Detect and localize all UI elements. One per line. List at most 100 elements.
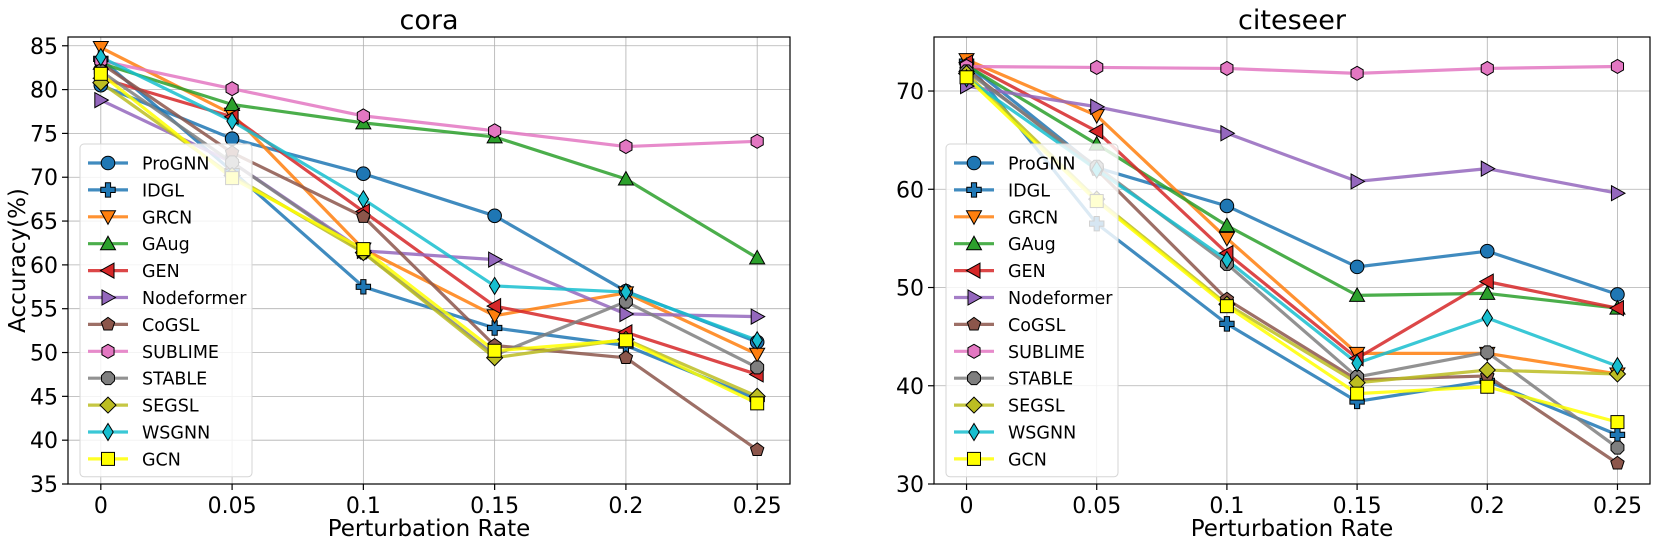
point-nodeformer-4 (1480, 160, 1496, 177)
point-segsl-4 (1478, 361, 1496, 379)
legend-item-wsgnn: WSGNN (954, 422, 1076, 444)
point-nodeformer-5 (1610, 184, 1626, 202)
legend-label: CoGSL (142, 316, 200, 336)
point-gcn-2 (1219, 299, 1234, 314)
y-tick-label: 60 (896, 178, 924, 203)
series-grcn (965, 58, 1618, 376)
point-sublime-4 (1480, 60, 1494, 77)
series-sublime (100, 59, 758, 149)
legend-item-gaug: GAug (88, 235, 190, 255)
legend-label: CoGSL (1008, 316, 1066, 336)
y-tick-label: 40 (896, 375, 924, 400)
point-nodeformer-3 (488, 251, 504, 268)
legend-item-stable: STABLE (88, 370, 207, 390)
legend-label: Nodeformer (142, 289, 247, 309)
legend-label: SUBLIME (142, 343, 219, 363)
y-tick-label: 50 (896, 277, 924, 302)
point-prognn-2 (1219, 198, 1235, 214)
point-cogsl-4 (618, 350, 634, 364)
point-sublime-1 (1090, 59, 1104, 76)
x-tick-label: 0.05 (208, 494, 257, 519)
x-axis-label: Perturbation Rate (1191, 516, 1394, 542)
legend-marker (99, 235, 117, 251)
legend-label: GCN (1008, 450, 1047, 470)
legend-item-gen: GEN (954, 262, 1046, 282)
point-gcn-0 (959, 70, 974, 85)
point-cogsl-5 (1610, 455, 1625, 470)
point-idgl-2 (1219, 316, 1235, 332)
point-sublime-2 (1220, 60, 1234, 77)
point-wsgnn-5 (751, 330, 763, 350)
point-stable-4 (618, 294, 633, 309)
legend-marker (968, 422, 980, 442)
point-stable-4 (1480, 345, 1495, 360)
y-tick-label: 40 (30, 429, 58, 454)
legend-label: GAug (142, 235, 190, 255)
point-nodeformer-5 (750, 308, 766, 325)
legend-label: ProGNN (1008, 155, 1076, 175)
legend-label: ProGNN (142, 155, 210, 175)
markers-wsgnn (95, 47, 763, 350)
legend-label: SUBLIME (1008, 343, 1085, 363)
point-prognn-3 (487, 208, 502, 224)
y-tick-label: 60 (30, 254, 58, 279)
legend-box (945, 143, 1119, 478)
legend-marker (965, 262, 981, 279)
legend-item-segsl: SEGSL (88, 396, 199, 417)
point-sublime-3 (488, 123, 502, 139)
legend-marker (965, 235, 983, 251)
point-prognn-2 (356, 166, 371, 182)
y-tick-label: 45 (30, 385, 58, 410)
point-wsgnn-2 (357, 189, 370, 209)
point-gcn-3 (1350, 386, 1365, 401)
legend-marker (965, 396, 983, 414)
legend-marker (966, 182, 982, 198)
legend-item-cogsl: CoGSL (88, 316, 200, 336)
point-gaug-1 (223, 95, 241, 111)
point-nodeformer-3 (1350, 173, 1366, 190)
point-wsgnn-0 (95, 47, 107, 67)
legend-item-prognn: ProGNN (954, 155, 1076, 175)
x-tick-label: 0.1 (1209, 494, 1244, 519)
chart-title: citeseer (1238, 5, 1347, 36)
point-gen-5 (1608, 299, 1624, 317)
chart-citeseer: 0 0.05 0.1 0.15 0.2 0.25 30 40 50 60 70 citeseer Per… (896, 5, 1651, 542)
series-line-gen (965, 61, 1618, 360)
point-wsgnn-3 (488, 276, 501, 296)
x-tick-label: 0.1 (346, 494, 381, 519)
legend-item-cogsl: CoGSL (954, 316, 1066, 336)
legend-item-gaug: GAug (954, 235, 1056, 255)
legend-label: IDGL (1008, 181, 1050, 201)
legend: ProGNN IDGL GRCN GAug GEN Nodeformer CoGSL SUBL… (79, 143, 253, 478)
point-nodeformer-0 (94, 91, 110, 109)
series-line-wsgnn (100, 55, 758, 342)
y-tick-label: 50 (30, 342, 58, 367)
legend-marker (101, 289, 117, 306)
x-tick-label: 0 (960, 494, 974, 519)
x-axis-label: Perturbation Rate (328, 516, 531, 542)
legend-marker (100, 155, 116, 171)
x-tick-label: 0.15 (1333, 494, 1382, 519)
point-sublime-4 (619, 138, 633, 155)
x-tick-label: 0.2 (608, 494, 643, 519)
legend-label: IDGL (142, 181, 184, 201)
point-cogsl-5 (749, 442, 765, 456)
legend-item-sublime: SUBLIME (954, 343, 1085, 363)
legend-marker (101, 451, 115, 466)
axes-frame (933, 36, 1651, 485)
legend-label: GEN (142, 262, 180, 282)
point-nodeformer-1 (1090, 98, 1106, 116)
x-tick-label: 0.15 (470, 494, 519, 519)
series-line-sublime (966, 64, 1618, 75)
legend-box (79, 143, 253, 478)
legend-label: GRCN (1008, 208, 1058, 228)
point-gcn-5 (750, 396, 765, 411)
series-gaug (965, 64, 1618, 310)
point-gcn-5 (1610, 415, 1625, 430)
legend-label: SEGSL (1008, 397, 1065, 417)
legend-label: GEN (1008, 262, 1046, 282)
legend-label: WSGNN (142, 424, 210, 444)
legend-marker (967, 343, 981, 359)
legend-item-nodeformer: Nodeformer (88, 289, 247, 309)
point-gcn-2 (356, 242, 371, 257)
